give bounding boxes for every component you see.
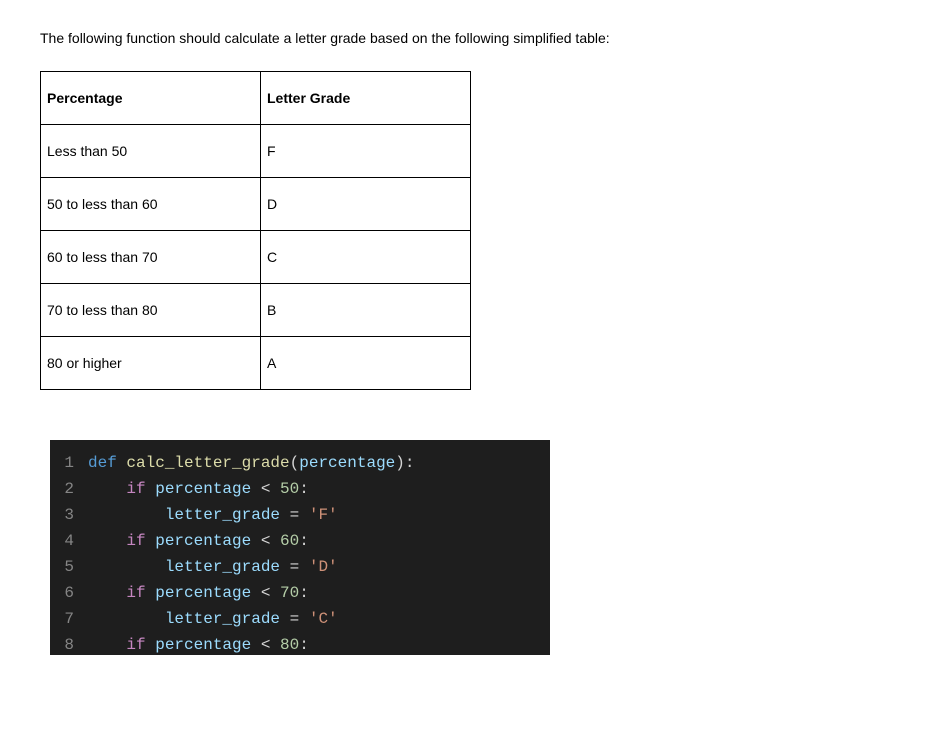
code-token: : — [299, 636, 309, 654]
line-number: 8 — [50, 632, 88, 655]
code-token — [146, 480, 156, 498]
code-line: 7 letter_grade = 'C' — [50, 606, 550, 632]
code-token — [88, 636, 126, 654]
code-token: letter_grade — [165, 506, 280, 524]
cell-percentage: 50 to less than 60 — [41, 178, 261, 231]
code-token: if — [126, 532, 145, 550]
code-token: 'C' — [309, 610, 338, 628]
cell-percentage: 80 or higher — [41, 337, 261, 390]
code-token: if — [126, 480, 145, 498]
code-token: = — [280, 610, 309, 628]
code-token: 60 — [280, 532, 299, 550]
line-number: 3 — [50, 502, 88, 528]
line-number: 2 — [50, 476, 88, 502]
code-line: 4 if percentage < 60: — [50, 528, 550, 554]
code-content: letter_grade = 'D' — [88, 554, 550, 580]
cell-percentage: 60 to less than 70 — [41, 231, 261, 284]
code-token: < — [251, 584, 280, 602]
code-token — [88, 506, 126, 524]
code-token: ( — [290, 454, 300, 472]
cell-letter: F — [261, 125, 471, 178]
line-number: 4 — [50, 528, 88, 554]
code-token — [126, 558, 164, 576]
code-token: < — [251, 532, 280, 550]
table-row: Less than 50 F — [41, 125, 471, 178]
code-token: def — [88, 454, 126, 472]
code-token: percentage — [155, 584, 251, 602]
line-number: 5 — [50, 554, 88, 580]
line-number: 1 — [50, 450, 88, 476]
code-token — [126, 506, 164, 524]
code-token: 70 — [280, 584, 299, 602]
code-token: if — [126, 636, 145, 654]
code-token: 'D' — [309, 558, 338, 576]
code-token — [88, 584, 126, 602]
code-token: percentage — [155, 480, 251, 498]
header-letter: Letter Grade — [261, 72, 471, 125]
code-line: 2 if percentage < 50: — [50, 476, 550, 502]
code-token: = — [280, 558, 309, 576]
code-token: ): — [395, 454, 414, 472]
code-token — [146, 584, 156, 602]
header-percentage: Percentage — [41, 72, 261, 125]
code-token — [88, 532, 126, 550]
table-row: 80 or higher A — [41, 337, 471, 390]
table-header-row: Percentage Letter Grade — [41, 72, 471, 125]
code-token: letter_grade — [165, 558, 280, 576]
code-token: 80 — [280, 636, 299, 654]
code-token: : — [299, 584, 309, 602]
line-number: 7 — [50, 606, 88, 632]
code-token — [146, 636, 156, 654]
code-token: < — [251, 636, 280, 654]
table-row: 50 to less than 60 D — [41, 178, 471, 231]
cell-letter: B — [261, 284, 471, 337]
grade-table: Percentage Letter Grade Less than 50 F 5… — [40, 71, 471, 390]
code-block: 1def calc_letter_grade(percentage):2 if … — [50, 440, 550, 655]
code-line: 1def calc_letter_grade(percentage): — [50, 450, 550, 476]
code-token: : — [299, 532, 309, 550]
line-number: 6 — [50, 580, 88, 606]
code-token: if — [126, 584, 145, 602]
cell-percentage: 70 to less than 80 — [41, 284, 261, 337]
code-token: = — [280, 506, 309, 524]
code-content: letter_grade = 'C' — [88, 606, 550, 632]
code-token: 'F' — [309, 506, 338, 524]
table-row: 70 to less than 80 B — [41, 284, 471, 337]
table-row: 60 to less than 70 C — [41, 231, 471, 284]
code-line: 3 letter_grade = 'F' — [50, 502, 550, 528]
code-line: 5 letter_grade = 'D' — [50, 554, 550, 580]
code-token: < — [251, 480, 280, 498]
code-token: percentage — [155, 636, 251, 654]
code-content: if percentage < 70: — [88, 580, 550, 606]
cell-letter: D — [261, 178, 471, 231]
code-token: : — [299, 480, 309, 498]
code-token — [88, 610, 126, 628]
code-content: def calc_letter_grade(percentage): — [88, 450, 550, 476]
cell-percentage: Less than 50 — [41, 125, 261, 178]
code-token: 50 — [280, 480, 299, 498]
code-token — [146, 532, 156, 550]
code-content: if percentage < 60: — [88, 528, 550, 554]
code-content: if percentage < 50: — [88, 476, 550, 502]
code-content: if percentage < 80: — [88, 632, 550, 655]
cell-letter: A — [261, 337, 471, 390]
code-token — [88, 480, 126, 498]
code-token: percentage — [155, 532, 251, 550]
code-content: letter_grade = 'F' — [88, 502, 550, 528]
cell-letter: C — [261, 231, 471, 284]
code-token: calc_letter_grade — [126, 454, 289, 472]
code-token — [88, 558, 126, 576]
code-token — [126, 610, 164, 628]
intro-text: The following function should calculate … — [40, 30, 902, 46]
code-token: letter_grade — [165, 610, 280, 628]
code-line: 6 if percentage < 70: — [50, 580, 550, 606]
code-line: 8 if percentage < 80: — [50, 632, 550, 655]
code-token: percentage — [299, 454, 395, 472]
